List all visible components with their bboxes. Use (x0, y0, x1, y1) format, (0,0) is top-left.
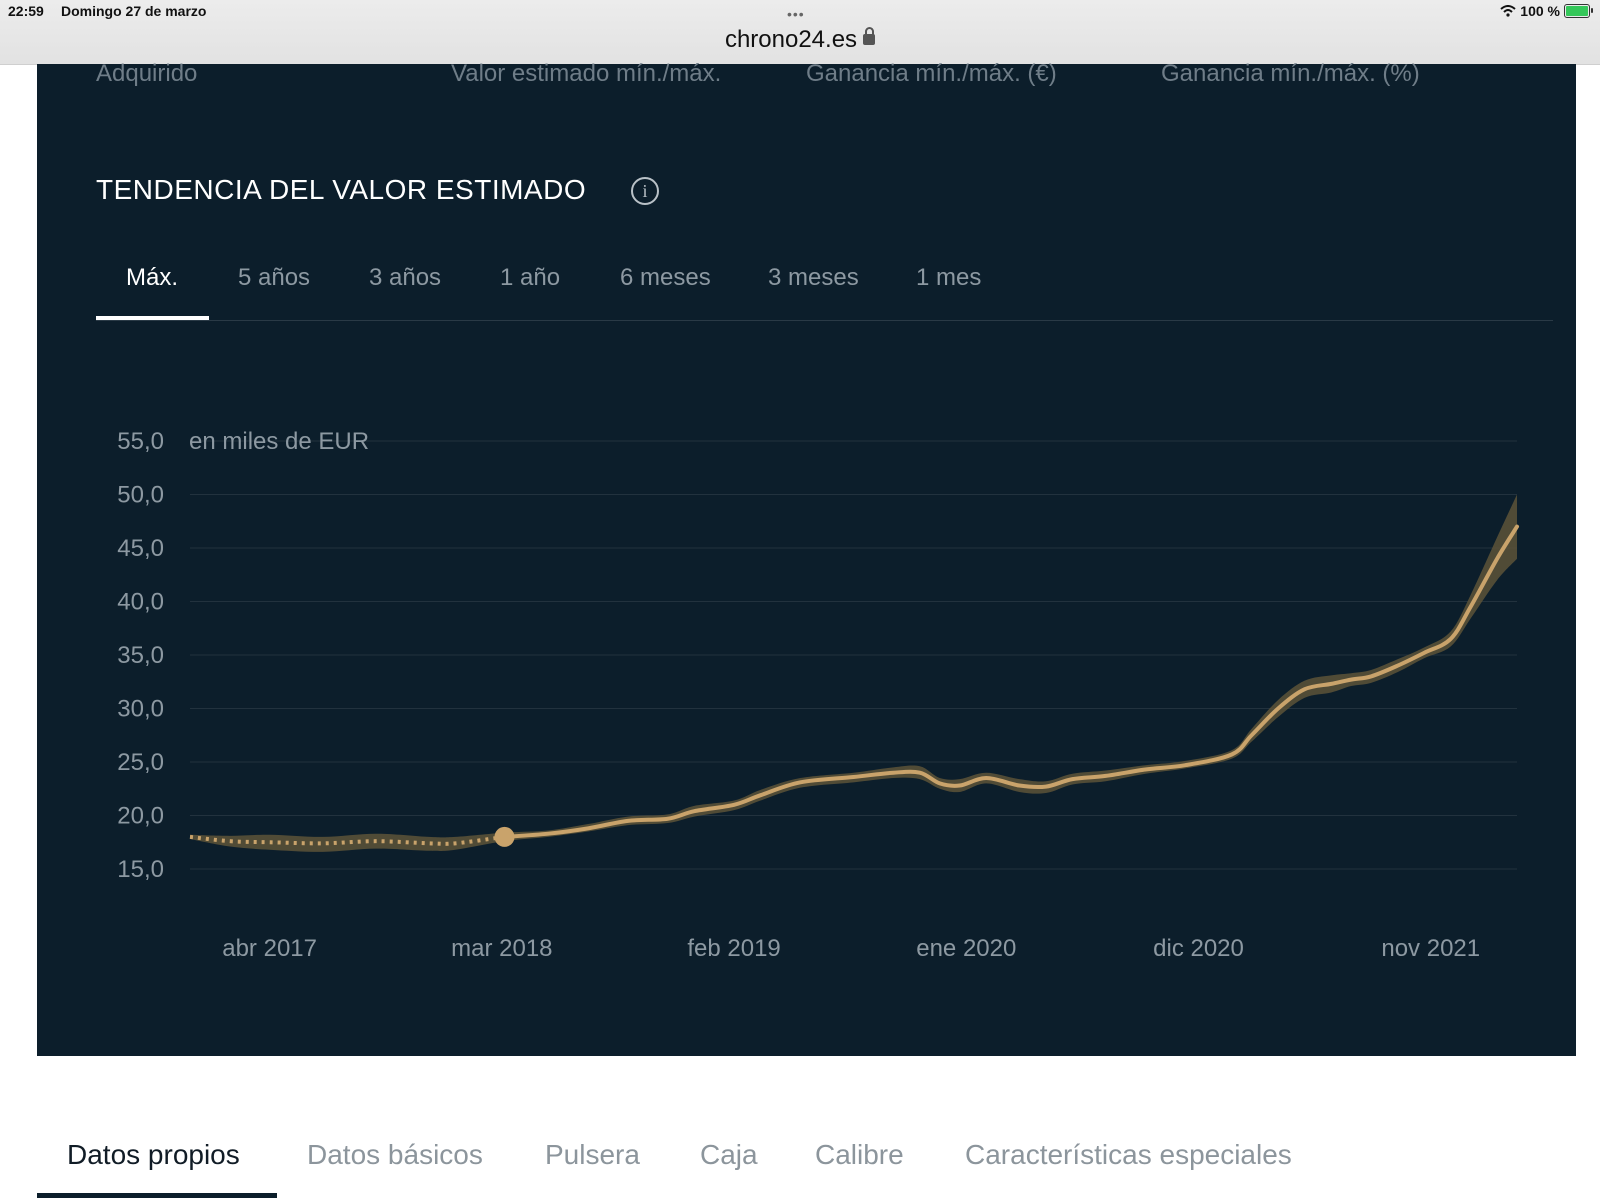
tab-datos-propios[interactable]: Datos propios (67, 1139, 240, 1170)
status-date: Domingo 27 de marzo (61, 3, 207, 19)
tab-max[interactable]: Máx. (126, 264, 179, 291)
detail-tabs: Datos propios Datos básicos Pulsera Caja… (37, 1125, 1600, 1200)
battery-percent: 100 % (1520, 3, 1560, 19)
x-tick-label: abr 2017 (222, 935, 317, 962)
battery-icon (1564, 4, 1593, 18)
url-text: chrono24.es (724, 26, 858, 53)
summary-label-gain-eur: Ganancia mín./máx. (€) (806, 60, 1057, 87)
tab-calibre[interactable]: Calibre (815, 1139, 904, 1170)
tab-5-years[interactable]: 5 años (238, 264, 311, 291)
y-tick-label: 55,0 (117, 428, 164, 455)
info-icon[interactable]: i (631, 177, 659, 205)
tab-1-month[interactable]: 1 mes (916, 264, 982, 291)
summary-label-gain-pct: Ganancia mín./máx. (%) (1161, 60, 1420, 87)
x-tick-label: dic 2020 (1153, 935, 1244, 962)
value-trend-panel: Adquirido Valor estimado mín./máx. Ganan… (37, 60, 1576, 1056)
y-tick-label: 30,0 (117, 696, 164, 723)
estimated-value-line (502, 524, 1519, 839)
active-tab-indicator (96, 316, 209, 320)
tab-pulsera[interactable]: Pulsera (545, 1139, 640, 1170)
x-tick-label: ene 2020 (916, 935, 1016, 962)
tab-3-years[interactable]: 3 años (369, 264, 442, 291)
tab-caja[interactable]: Caja (700, 1139, 758, 1170)
tab-caracteristicas-especiales[interactable]: Características especiales (965, 1139, 1292, 1170)
y-tick-label: 50,0 (117, 482, 164, 509)
y-tick-label: 35,0 (117, 642, 164, 669)
tab-1-year[interactable]: 1 año (500, 264, 561, 291)
tab-3-months[interactable]: 3 meses (768, 264, 859, 291)
x-tick-label: mar 2018 (451, 935, 552, 962)
summary-label-estimated-value: Valor estimado mín./máx. (451, 60, 722, 87)
address-bar[interactable]: chrono24.es (0, 26, 1600, 54)
min-max-band (190, 494, 1517, 852)
wifi-icon (1500, 5, 1516, 17)
range-tabs: Máx. 5 años 3 años 1 año 6 meses 3 meses… (96, 264, 1553, 321)
section-title: TENDENCIA DEL VALOR ESTIMADO (96, 174, 587, 205)
x-tick-label: feb 2019 (687, 935, 780, 962)
y-tick-label: 20,0 (117, 803, 164, 830)
tab-6-months[interactable]: 6 meses (620, 264, 711, 291)
y-unit-label: en miles de EUR (189, 428, 369, 455)
y-tick-label: 15,0 (117, 856, 164, 883)
active-detail-tab-indicator (37, 1193, 277, 1198)
more-dots-icon[interactable]: ••• (787, 6, 805, 22)
tab-datos-basicos[interactable]: Datos básicos (307, 1139, 483, 1170)
summary-label-acquired: Adquirido (96, 60, 198, 87)
y-tick-label: 45,0 (117, 535, 164, 562)
x-tick-label: nov 2021 (1381, 935, 1480, 962)
value-trend-chart: 55,0 50,0 45,0 40,0 35,0 30,0 25,0 20,0 15,0 en m… (117, 428, 1519, 962)
browser-top-bar: 22:59 Domingo 27 de marzo ••• 100 % chro… (0, 0, 1600, 65)
y-tick-label: 40,0 (117, 589, 164, 616)
y-tick-label: 25,0 (117, 749, 164, 776)
purchase-point-marker (494, 826, 515, 847)
status-time: 22:59 (8, 3, 44, 19)
lock-icon (863, 27, 876, 45)
status-indicators: 100 % (1500, 3, 1593, 19)
